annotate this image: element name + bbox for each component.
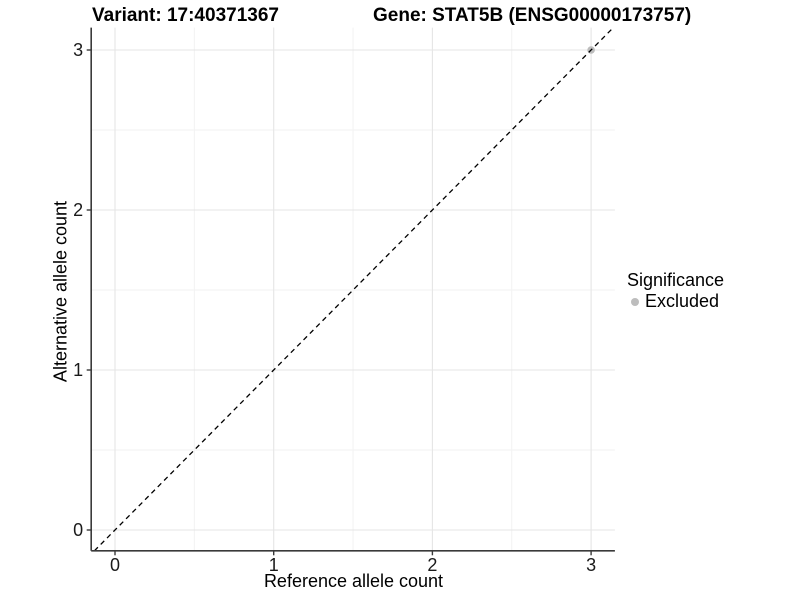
x-tick-label: 3 [586,555,596,575]
plot-title-gene: Gene: STAT5B (ENSG00000173757) [373,5,692,26]
plot-title-variant: Variant: 17:40371367 [92,5,279,26]
y-axis-label: Alternative allele count [50,200,71,383]
excluded-point-icon [631,297,639,306]
y-tick-label: 1 [73,360,83,380]
y-tick-label: 3 [73,40,83,60]
y-tick-label: 2 [73,200,83,220]
x-tick-label: 1 [269,555,279,575]
x-axis-label: Reference allele count [263,571,444,591]
identity-reference-line [93,27,614,552]
legend-title: Significance [627,270,725,290]
x-tick-label: 2 [427,555,437,575]
y-tick-label: 0 [73,520,83,540]
legend-item-excluded: Excluded [627,292,724,311]
x-tick-label: 0 [110,555,120,575]
legend-item-label: Excluded [645,291,720,311]
legend: Significance Excluded [627,271,724,311]
